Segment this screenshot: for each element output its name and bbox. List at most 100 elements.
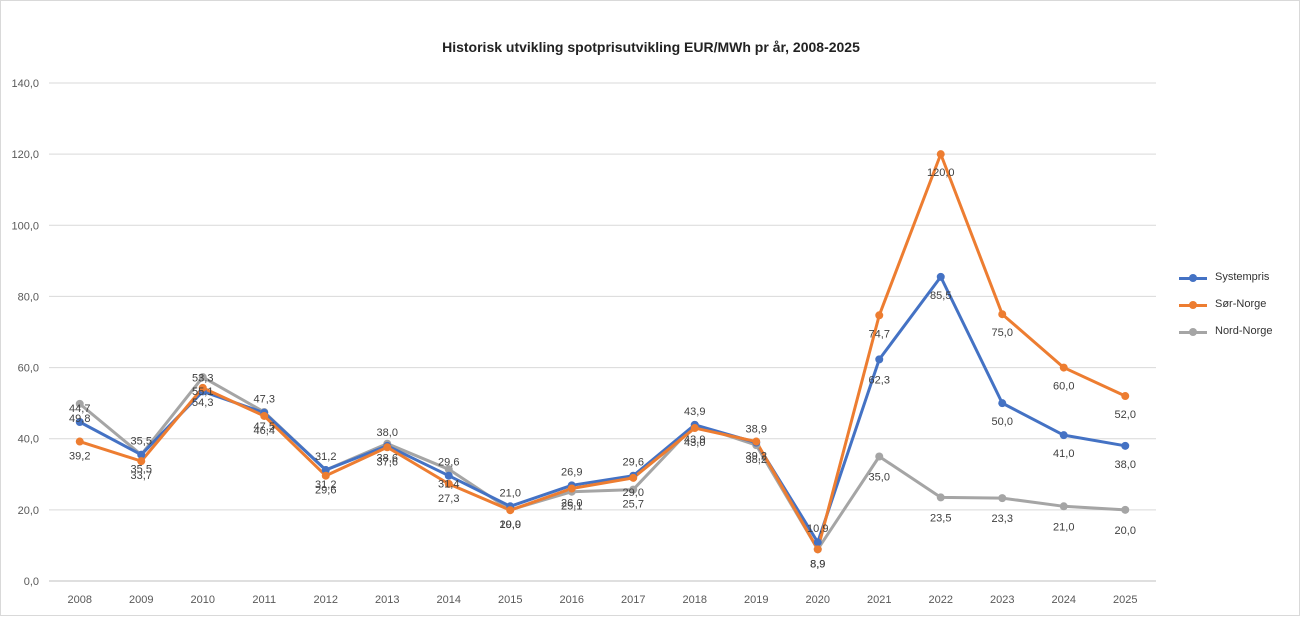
legend-item: Sør-Norge [1179, 298, 1299, 325]
data-label: 33,7 [131, 470, 152, 482]
data-point [321, 471, 330, 480]
x-tick-label: 2012 [314, 594, 338, 606]
series-line-systempris [79, 275, 1126, 544]
data-point [629, 485, 638, 494]
data-label: 38,9 [746, 424, 767, 436]
x-tick-label: 2013 [375, 594, 399, 606]
x-tick-label: 2014 [437, 594, 461, 606]
data-label: 43,0 [684, 437, 705, 449]
data-label: 44,7 [69, 403, 90, 415]
legend-marker [1189, 274, 1197, 282]
x-tick-label: 2010 [191, 594, 215, 606]
data-label: 8,9 [810, 558, 825, 570]
data-point [813, 538, 822, 547]
data-point [629, 473, 638, 482]
data-point [998, 399, 1007, 408]
data-point [936, 493, 945, 502]
x-tick-label: 2008 [68, 594, 92, 606]
data-point [1059, 431, 1068, 440]
data-label: 23,3 [992, 513, 1013, 525]
series-line-s-r-norge [79, 152, 1126, 551]
data-label: 35,5 [131, 464, 152, 476]
legend: Systempris Sør-Norge Nord-Norge [1179, 271, 1299, 352]
data-point [75, 399, 84, 408]
data-point [998, 494, 1007, 503]
data-label: 50,0 [992, 416, 1013, 428]
x-tick-label: 2021 [867, 594, 891, 606]
data-point [506, 506, 515, 515]
data-label: 31,2 [315, 479, 336, 491]
data-point [383, 443, 392, 452]
data-label: 46,4 [254, 425, 275, 437]
data-point [690, 424, 699, 433]
y-tick-label: 140,0 [11, 78, 39, 90]
legend-marker [1189, 328, 1197, 336]
legend-label: Sør-Norge [1215, 298, 1267, 310]
legend-marker [1189, 301, 1197, 309]
data-point [567, 484, 576, 493]
data-label: 29,6 [438, 457, 459, 469]
x-tick-label: 2022 [929, 594, 953, 606]
x-tick-label: 2020 [806, 594, 830, 606]
data-label: 35,5 [131, 436, 152, 448]
data-label: 21,0 [1053, 521, 1074, 533]
data-label: 52,0 [1115, 409, 1136, 421]
data-label: 43,9 [684, 434, 705, 446]
data-point [1059, 502, 1068, 511]
data-label: 75,0 [992, 327, 1013, 339]
y-tick-label: 60,0 [18, 363, 39, 375]
data-label: 29,6 [315, 485, 336, 497]
data-label: 25,1 [561, 501, 582, 513]
x-tick-label: 2024 [1052, 594, 1076, 606]
data-label: 54,3 [192, 397, 213, 409]
legend-item: Systempris [1179, 271, 1299, 298]
data-label: 49,8 [69, 413, 90, 425]
data-point [936, 150, 945, 159]
data-point [260, 411, 269, 420]
data-label: 38,0 [1115, 459, 1136, 471]
data-point [875, 355, 884, 364]
data-point [137, 457, 146, 466]
data-label: 38,6 [377, 453, 398, 465]
x-tick-label: 2016 [560, 594, 584, 606]
data-label: 74,7 [869, 328, 890, 340]
data-label: 39,2 [746, 451, 767, 463]
data-point [1059, 363, 1068, 372]
data-label: 39,2 [69, 451, 90, 463]
x-tick-label: 2018 [683, 594, 707, 606]
data-label: 43,9 [684, 406, 705, 418]
data-label: 35,0 [869, 472, 890, 484]
series-line-nord-norge [78, 375, 1126, 551]
x-tick-label: 2019 [744, 594, 768, 606]
x-tick-label: 2017 [621, 594, 645, 606]
x-tick-label: 2011 [252, 594, 276, 606]
data-label: 85,5 [930, 290, 951, 302]
data-point [137, 450, 146, 459]
data-label: 26,9 [561, 466, 582, 478]
data-label: 53,3 [192, 372, 213, 384]
legend-label: Systempris [1215, 271, 1270, 283]
data-label: 47,3 [254, 394, 275, 406]
data-point [752, 437, 761, 446]
data-label: 25,7 [623, 499, 644, 511]
x-tick-label: 2009 [129, 594, 153, 606]
data-point [813, 545, 822, 554]
data-label: 19,9 [500, 519, 521, 531]
data-point [1121, 441, 1130, 450]
data-point [75, 437, 84, 446]
x-tick-label: 2025 [1113, 594, 1137, 606]
data-point [936, 272, 945, 281]
data-label: 29,6 [623, 457, 644, 469]
data-point [198, 383, 207, 392]
legend-label: Nord-Norge [1215, 325, 1273, 337]
data-label: 62,3 [869, 374, 890, 386]
data-label: 23,5 [930, 512, 951, 524]
y-tick-label: 120,0 [11, 149, 39, 161]
data-label: 10,9 [807, 523, 828, 535]
data-point [444, 479, 453, 488]
data-point [198, 373, 207, 382]
data-label: 37,6 [377, 456, 398, 468]
data-label: 47,5 [254, 421, 275, 433]
